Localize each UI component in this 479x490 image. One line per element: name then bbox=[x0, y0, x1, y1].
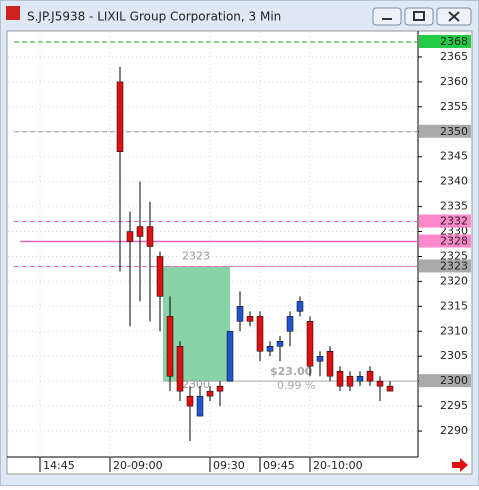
y-tick-label: 2305 bbox=[440, 349, 468, 362]
y-tick-label: 2355 bbox=[440, 100, 468, 113]
candle-body bbox=[236, 306, 244, 322]
level-label-box bbox=[419, 214, 471, 228]
measure-percent: 0.99 % bbox=[277, 379, 315, 392]
candle-body bbox=[346, 375, 354, 387]
y-tick-label: 2290 bbox=[440, 424, 468, 437]
x-tick-label: 09:45 bbox=[263, 459, 295, 472]
level-label: 2300 bbox=[440, 374, 468, 387]
minimize-button[interactable] bbox=[372, 7, 402, 26]
measure-bottom-label: 2300 bbox=[182, 378, 210, 391]
candle-body bbox=[276, 341, 284, 347]
candle-body bbox=[176, 346, 184, 392]
candle-body bbox=[136, 226, 144, 237]
candle-body bbox=[196, 395, 204, 417]
candle-body bbox=[376, 380, 384, 387]
maximize-button[interactable] bbox=[404, 7, 434, 26]
level-label: 2350 bbox=[440, 125, 468, 138]
level-label: 2323 bbox=[440, 259, 468, 272]
candle-body bbox=[326, 350, 334, 377]
maximize-icon bbox=[413, 11, 425, 21]
y-tick-label: 2345 bbox=[440, 150, 468, 163]
level-label: 2332 bbox=[440, 215, 468, 228]
candle-body bbox=[206, 390, 214, 397]
candle-body bbox=[126, 231, 134, 242]
level-label: 2328 bbox=[440, 235, 468, 248]
level-label-box bbox=[419, 34, 471, 48]
x-tick-label: 09:30 bbox=[213, 459, 245, 472]
candle-body bbox=[226, 331, 234, 382]
x-tick-label: 14:45 bbox=[43, 459, 75, 472]
y-tick-label: 2340 bbox=[440, 175, 468, 188]
candle-body bbox=[256, 316, 264, 352]
candle-body bbox=[166, 316, 174, 377]
candle-body bbox=[116, 81, 124, 152]
window-icon bbox=[6, 6, 20, 20]
level-label-box bbox=[419, 234, 471, 248]
y-tick-label: 2315 bbox=[440, 299, 468, 312]
x-tick-label: 20-09:00 bbox=[113, 459, 163, 472]
y-tick-label: 2310 bbox=[440, 324, 468, 337]
candle-body bbox=[356, 375, 364, 382]
level-label-box bbox=[419, 374, 471, 388]
candle-body bbox=[316, 355, 324, 362]
level-label: 2368 bbox=[440, 35, 468, 48]
window-title: S.JP.J5938 - LIXIL Group Corporation, 3 … bbox=[27, 10, 281, 24]
candle-body bbox=[186, 395, 194, 407]
candle-body bbox=[386, 385, 394, 392]
y-tick-label: 2360 bbox=[440, 75, 468, 88]
y-tick-label: 2330 bbox=[440, 225, 468, 238]
candle-body bbox=[246, 316, 254, 322]
y-tick-label: 2365 bbox=[440, 50, 468, 63]
candle-body bbox=[306, 321, 314, 367]
level-label-box bbox=[419, 124, 471, 138]
y-tick-label: 2335 bbox=[440, 200, 468, 213]
candle-body bbox=[156, 256, 164, 297]
candle-body bbox=[146, 226, 154, 247]
chart-area bbox=[6, 30, 473, 475]
candle-body bbox=[336, 370, 344, 387]
measure-box bbox=[163, 266, 230, 382]
candle-body bbox=[266, 346, 274, 352]
level-label-box bbox=[419, 259, 471, 273]
measure-top-label: 2323 bbox=[182, 249, 210, 262]
measure-change: $23.00 bbox=[270, 365, 313, 378]
x-tick-label: 20-10:00 bbox=[313, 459, 363, 472]
y-tick-label: 2295 bbox=[440, 399, 468, 412]
close-icon bbox=[448, 11, 460, 22]
scroll-arrow[interactable] bbox=[452, 458, 468, 472]
candle-body bbox=[286, 316, 294, 332]
candle-body bbox=[366, 370, 374, 382]
candle-body bbox=[296, 301, 304, 312]
candle-body bbox=[216, 385, 224, 392]
y-tick-label: 2325 bbox=[440, 249, 468, 262]
y-tick-label: 2320 bbox=[440, 274, 468, 287]
